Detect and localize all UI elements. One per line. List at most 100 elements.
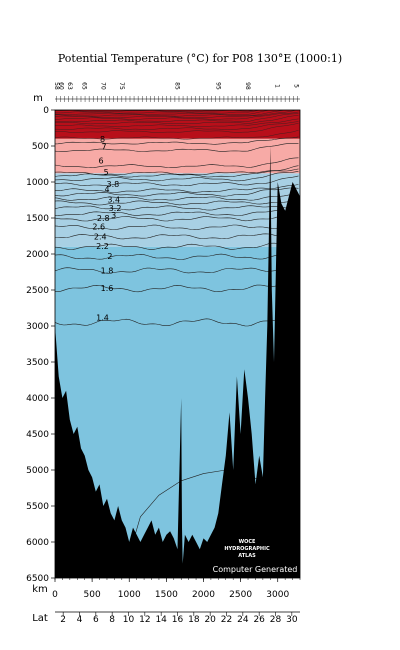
isotherm-24	[55, 110, 299, 115]
x-tick-label-0: 0	[52, 590, 58, 600]
isotherm-4	[55, 184, 299, 193]
station-label-5: 5	[292, 84, 299, 88]
isotherm-26	[55, 110, 299, 114]
lat-tick-label-2: 2	[60, 615, 66, 625]
station-label-1: 1	[274, 84, 281, 88]
contour-label-2.2: 2.2	[96, 242, 109, 251]
isotherm-3.6	[55, 194, 299, 201]
x-tick-label-2500: 2500	[229, 590, 252, 600]
isotherm-2.2	[55, 242, 299, 250]
station-label-65: 65	[81, 82, 88, 90]
lat-label: Lat	[32, 613, 48, 624]
isotherm-7.5	[55, 136, 299, 145]
temperature-band-1	[55, 138, 300, 174]
y-tick-label-5500: 5500	[26, 502, 49, 512]
isotherm-9	[55, 123, 299, 133]
x-unit-label: km	[32, 584, 48, 595]
isotherm-3	[55, 209, 299, 216]
isotherm-16	[55, 113, 299, 122]
lat-tick-label-20: 20	[204, 615, 216, 625]
contour-label-4: 4	[104, 185, 109, 194]
y-tick-label-500: 500	[32, 142, 49, 152]
lat-tick-label-26: 26	[253, 615, 265, 625]
lat-tick-label-12: 12	[139, 615, 150, 625]
temperature-band-0	[55, 110, 300, 139]
y-tick-label-6000: 6000	[26, 538, 49, 548]
y-tick-label-2500: 2500	[26, 286, 49, 296]
isotherm-2.8	[55, 214, 299, 222]
isotherm-10	[55, 121, 299, 130]
contour-label-3: 3	[111, 211, 116, 220]
isotherm-3.8	[55, 187, 299, 197]
plot-border	[54, 109, 301, 579]
x-tick-label-3000: 3000	[266, 590, 289, 600]
contour-label-2.8: 2.8	[97, 214, 110, 223]
lat-tick-label-6: 6	[93, 615, 99, 625]
contour-label-1.4: 1.4	[96, 313, 109, 322]
chart-title: Potential Temperature (°C) for P08 130°E…	[57, 52, 343, 65]
watermark-footer: Computer Generated	[213, 565, 298, 574]
bathymetry	[55, 146, 300, 578]
lat-tick-label-28: 28	[270, 615, 282, 625]
watermark-line-2: ATLAS	[238, 553, 256, 559]
y-tick-label-6500: 6500	[26, 574, 49, 584]
contour-label-3.4: 3.4	[107, 195, 120, 204]
contour-labels: 87 65 43.8 3.43.232.82.62.42.22 1.8 1.6 1.4	[92, 135, 121, 323]
isotherm-2	[55, 251, 299, 260]
contour-label-1.8: 1.8	[101, 267, 114, 276]
isotherm-20	[55, 110, 299, 118]
isotherm-1.8	[55, 267, 299, 274]
isotherm-3.4	[55, 198, 299, 206]
lat-tick-label-8: 8	[109, 615, 115, 625]
lat-tick-label-14: 14	[155, 615, 167, 625]
lat-tick-label-4: 4	[77, 615, 83, 625]
isotherm-18	[55, 111, 299, 120]
watermark-line-1: HYDROGRAPHIC	[224, 546, 270, 552]
contour-label-8: 8	[100, 135, 105, 144]
contour-label-2.6: 2.6	[92, 223, 105, 232]
lat-tick-label-10: 10	[123, 615, 135, 625]
station-label-60: 60	[58, 82, 65, 90]
lat-tick-label-18: 18	[188, 615, 200, 625]
y-tick-label-3000: 3000	[26, 322, 49, 332]
x-tick-label-500: 500	[84, 590, 101, 600]
lat-tick-label-22: 22	[221, 615, 232, 625]
isotherm-3.2	[55, 205, 299, 211]
y-unit-label: m	[33, 93, 43, 104]
contour-label-1.6: 1.6	[101, 284, 114, 293]
isotherm-12	[55, 118, 299, 127]
plot-frame	[54, 109, 301, 579]
isotherm-2.4	[55, 233, 299, 240]
station-label-85: 85	[174, 82, 181, 90]
isotherm-6	[55, 165, 299, 176]
y-tick-label-5000: 5000	[26, 466, 49, 476]
contour-label-2.4: 2.4	[94, 233, 107, 242]
y-tick-label-3500: 3500	[26, 358, 49, 368]
y-axis: 0 500 1000 1500 2000 2500 3000 3500 4000 4500 5000…	[26, 93, 55, 584]
contour-label-5: 5	[104, 168, 109, 177]
station-label-95: 95	[214, 82, 221, 90]
x-axis: 0 500 1000 1500 2000 2500 3000 km	[32, 578, 301, 600]
isotherm-7	[55, 143, 299, 152]
seafloor	[55, 146, 300, 578]
contour-label-2: 2	[107, 252, 112, 261]
isotherm-14	[55, 115, 299, 125]
y-tick-label-4500: 4500	[26, 430, 49, 440]
contour-label-6: 6	[98, 156, 103, 165]
lat-tick-label-16: 16	[172, 615, 184, 625]
isotherm-4.5	[55, 175, 299, 187]
isotherm-2.6	[55, 224, 299, 231]
isotherm-5	[55, 171, 299, 182]
isotherm-6.5	[55, 157, 299, 169]
y-tick-label-0: 0	[43, 106, 49, 116]
y-tick-label-2000: 2000	[26, 250, 49, 260]
lat-tick-label-30: 30	[286, 615, 298, 625]
station-label-63: 63	[66, 82, 73, 90]
lat-tick-label-24: 24	[237, 615, 249, 625]
isotherm-22	[55, 110, 299, 117]
y-tick-label-1500: 1500	[26, 214, 49, 224]
isotherm-1.4	[55, 316, 299, 327]
y-tick-label-1000: 1000	[26, 178, 49, 188]
